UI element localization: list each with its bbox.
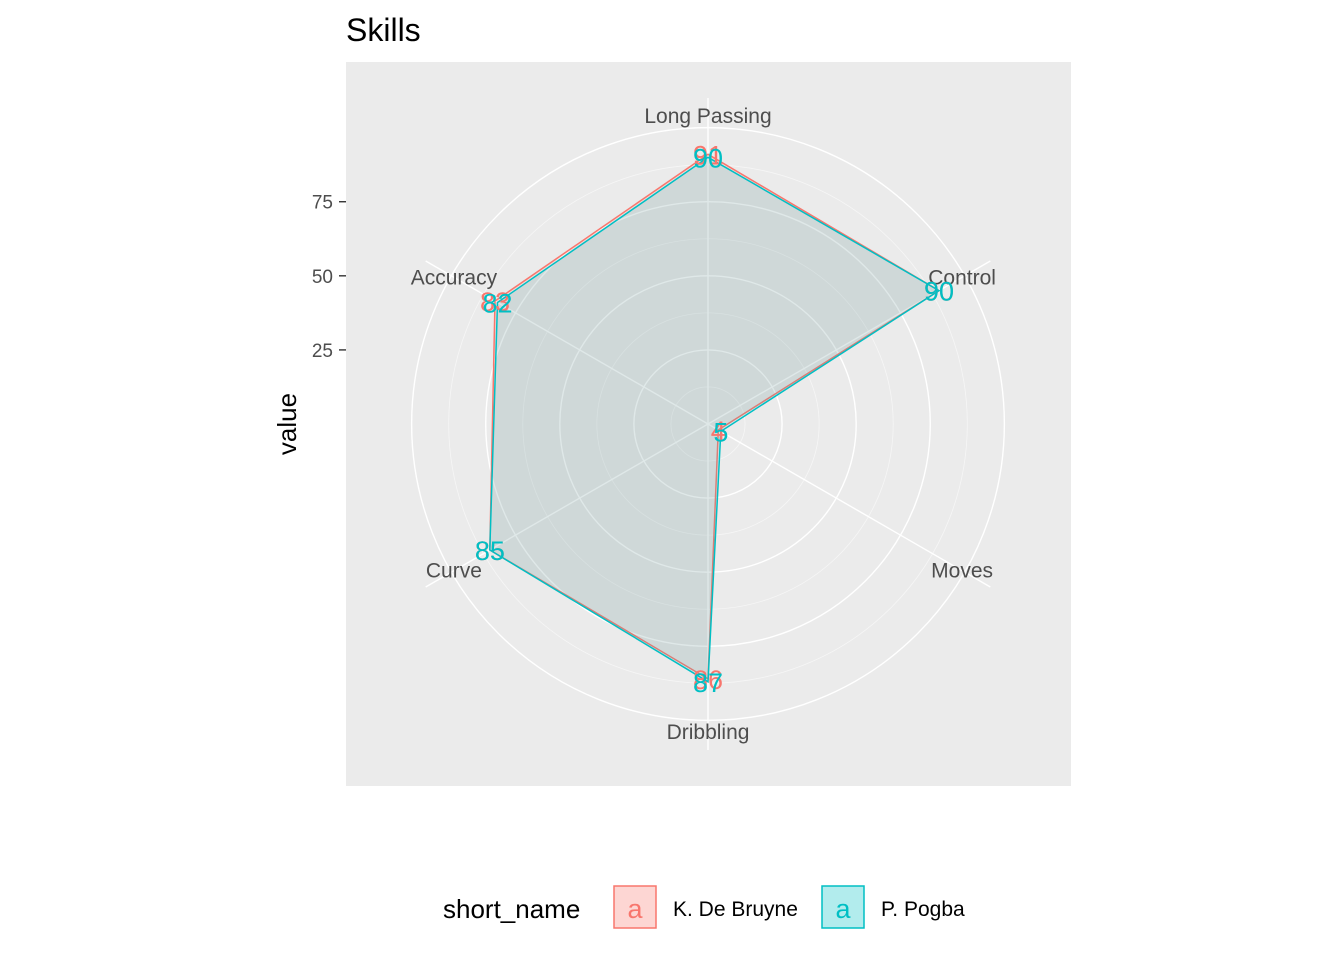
grid-spoke [425, 260, 709, 425]
grid-spoke [707, 423, 991, 588]
category-label: Moves [931, 560, 993, 583]
legend-key [613, 885, 657, 929]
category-labels: Long Passing Control Moves Dribbling Curve Ac… [411, 105, 996, 744]
y-tick-label: 75 [312, 193, 333, 214]
grid-spoke [707, 260, 991, 425]
value-label: 90 [924, 277, 954, 307]
series-area [489, 156, 941, 684]
value-label: 4 [711, 416, 726, 446]
value-label: 83 [480, 287, 510, 317]
y-tick-label: 50 [312, 267, 333, 288]
category-label: Long Passing [644, 105, 771, 128]
y-tick-label: 25 [312, 341, 333, 362]
value-label: 5 [713, 417, 728, 447]
category-label: Accuracy [411, 266, 498, 289]
grid-spoke [425, 423, 709, 588]
value-label: 90 [693, 143, 723, 173]
legend-key [821, 885, 865, 929]
legend-label: P. Pogba [881, 898, 965, 921]
category-label: Curve [426, 560, 482, 583]
value-label: 82 [483, 288, 513, 318]
value-label: 85 [475, 536, 505, 566]
y-axis-ticks: 25 50 75 [312, 193, 346, 362]
value-label: 87 [693, 668, 723, 698]
legend-key-glyph: a [835, 894, 851, 924]
legend-title: short_name [443, 894, 580, 924]
value-label: 91 [693, 140, 723, 170]
value-label: 86 [693, 665, 723, 695]
category-label: Dribbling [667, 721, 750, 744]
value-label: 85 [475, 536, 505, 566]
chart-title: Skills [346, 12, 421, 48]
legend: short_name a K. De Bruyne a P. Pogba [443, 885, 965, 929]
y-axis-label: value [272, 393, 302, 455]
legend-key-glyph: a [627, 894, 643, 924]
legend-label: K. De Bruyne [673, 898, 798, 921]
polar-grid [410, 98, 1006, 750]
value-label: 90 [924, 277, 954, 307]
category-label: Control [928, 266, 996, 289]
